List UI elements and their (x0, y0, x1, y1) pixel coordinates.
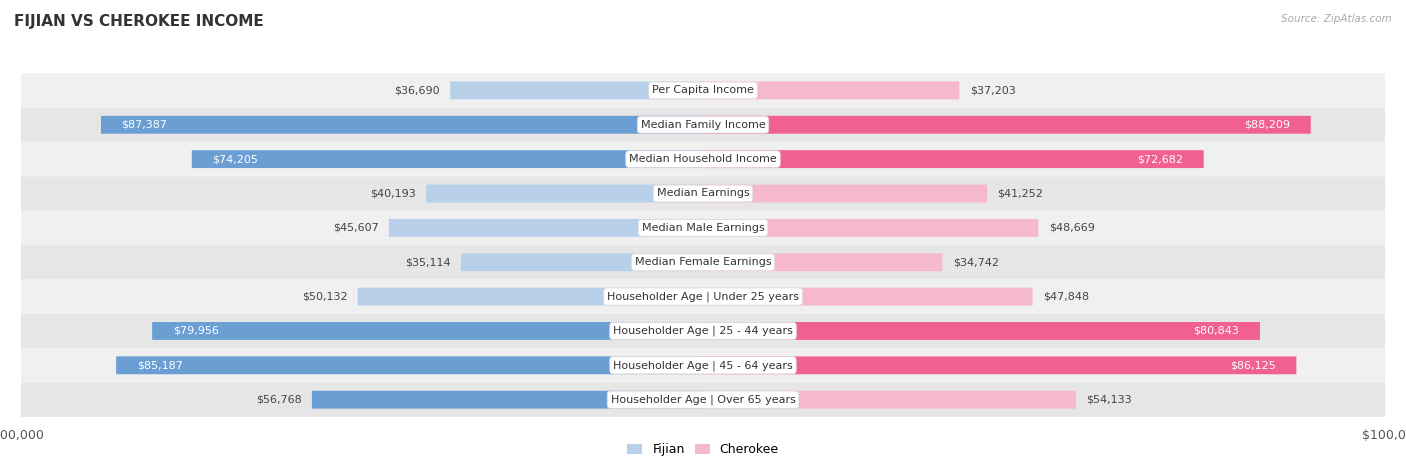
FancyBboxPatch shape (703, 150, 1204, 168)
FancyBboxPatch shape (21, 279, 1385, 314)
FancyBboxPatch shape (152, 322, 703, 340)
Text: Householder Age | 25 - 44 years: Householder Age | 25 - 44 years (613, 325, 793, 336)
Text: $35,114: $35,114 (405, 257, 451, 267)
Text: $54,133: $54,133 (1087, 395, 1132, 405)
Text: $80,843: $80,843 (1194, 326, 1239, 336)
Text: Householder Age | Under 25 years: Householder Age | Under 25 years (607, 291, 799, 302)
Text: $85,187: $85,187 (136, 361, 183, 370)
Text: Householder Age | Over 65 years: Householder Age | Over 65 years (610, 395, 796, 405)
FancyBboxPatch shape (21, 107, 1385, 142)
FancyBboxPatch shape (117, 356, 703, 374)
FancyBboxPatch shape (101, 116, 703, 134)
Text: $86,125: $86,125 (1230, 361, 1275, 370)
FancyBboxPatch shape (450, 81, 703, 99)
FancyBboxPatch shape (426, 184, 703, 202)
Text: Median Family Income: Median Family Income (641, 120, 765, 130)
FancyBboxPatch shape (703, 184, 987, 202)
FancyBboxPatch shape (21, 348, 1385, 382)
FancyBboxPatch shape (21, 382, 1385, 417)
FancyBboxPatch shape (703, 391, 1076, 409)
FancyBboxPatch shape (703, 356, 1296, 374)
FancyBboxPatch shape (21, 245, 1385, 279)
Text: $47,848: $47,848 (1043, 291, 1090, 302)
Text: $74,205: $74,205 (212, 154, 259, 164)
FancyBboxPatch shape (389, 219, 703, 237)
FancyBboxPatch shape (703, 288, 1032, 305)
Text: Householder Age | 45 - 64 years: Householder Age | 45 - 64 years (613, 360, 793, 371)
Text: $40,193: $40,193 (370, 189, 416, 198)
FancyBboxPatch shape (703, 253, 942, 271)
FancyBboxPatch shape (21, 73, 1385, 107)
FancyBboxPatch shape (21, 177, 1385, 211)
Text: $79,956: $79,956 (173, 326, 219, 336)
FancyBboxPatch shape (21, 211, 1385, 245)
Legend: Fijian, Cherokee: Fijian, Cherokee (623, 439, 783, 461)
FancyBboxPatch shape (312, 391, 703, 409)
FancyBboxPatch shape (191, 150, 703, 168)
Text: $56,768: $56,768 (256, 395, 301, 405)
FancyBboxPatch shape (703, 81, 959, 99)
Text: $72,682: $72,682 (1137, 154, 1182, 164)
FancyBboxPatch shape (461, 253, 703, 271)
FancyBboxPatch shape (703, 322, 1260, 340)
FancyBboxPatch shape (21, 142, 1385, 177)
Text: $36,690: $36,690 (394, 85, 440, 95)
Text: Source: ZipAtlas.com: Source: ZipAtlas.com (1281, 14, 1392, 24)
Text: $37,203: $37,203 (970, 85, 1015, 95)
Text: $41,252: $41,252 (997, 189, 1043, 198)
Text: Median Earnings: Median Earnings (657, 189, 749, 198)
FancyBboxPatch shape (357, 288, 703, 305)
Text: Per Capita Income: Per Capita Income (652, 85, 754, 95)
Text: $88,209: $88,209 (1244, 120, 1291, 130)
Text: $50,132: $50,132 (302, 291, 347, 302)
Text: Median Female Earnings: Median Female Earnings (634, 257, 772, 267)
FancyBboxPatch shape (21, 314, 1385, 348)
Text: Median Household Income: Median Household Income (628, 154, 778, 164)
Text: $34,742: $34,742 (953, 257, 998, 267)
Text: $87,387: $87,387 (122, 120, 167, 130)
FancyBboxPatch shape (703, 116, 1310, 134)
Text: FIJIAN VS CHEROKEE INCOME: FIJIAN VS CHEROKEE INCOME (14, 14, 264, 29)
Text: Median Male Earnings: Median Male Earnings (641, 223, 765, 233)
Text: $48,669: $48,669 (1049, 223, 1094, 233)
FancyBboxPatch shape (703, 219, 1038, 237)
Text: $45,607: $45,607 (333, 223, 378, 233)
